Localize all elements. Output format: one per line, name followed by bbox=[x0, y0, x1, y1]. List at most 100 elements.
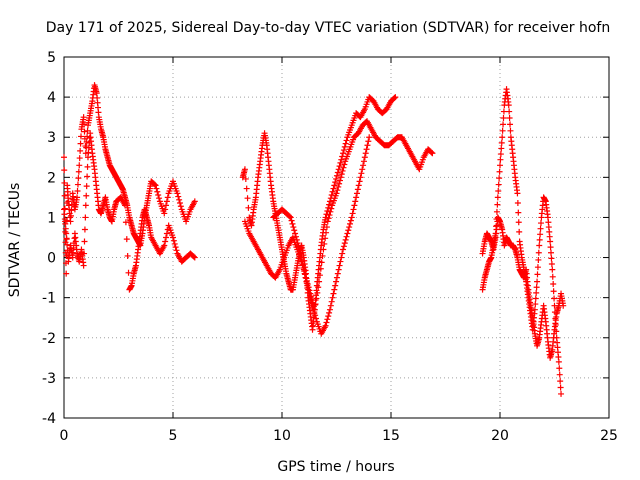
data-point-marker bbox=[304, 282, 311, 289]
data-point-marker bbox=[74, 181, 81, 188]
data-point-marker bbox=[170, 237, 177, 244]
data-point-marker bbox=[340, 246, 347, 253]
data-point-marker bbox=[312, 301, 319, 308]
y-tick-label: -2 bbox=[42, 331, 56, 347]
data-point-marker bbox=[171, 240, 178, 247]
data-point-marker bbox=[532, 295, 539, 302]
data-point-marker bbox=[549, 273, 556, 280]
data-point-marker bbox=[162, 206, 169, 213]
data-point-marker bbox=[336, 177, 343, 184]
data-point-marker bbox=[500, 114, 507, 121]
data-point-marker bbox=[292, 233, 299, 240]
data-point-marker bbox=[363, 146, 370, 153]
data-point-marker bbox=[339, 167, 346, 174]
data-point-marker bbox=[329, 294, 336, 301]
data-point-marker bbox=[152, 182, 159, 189]
y-tick-label: 4 bbox=[47, 90, 56, 106]
data-point-marker bbox=[343, 137, 350, 144]
data-point-marker bbox=[330, 185, 337, 192]
data-point-marker bbox=[317, 265, 324, 272]
data-point-marker bbox=[334, 187, 341, 194]
data-point-marker bbox=[547, 238, 554, 245]
data-point-marker bbox=[322, 235, 329, 242]
data-point-marker bbox=[174, 190, 181, 197]
data-point-marker bbox=[313, 295, 320, 302]
series-track-g bbox=[479, 214, 567, 361]
data-point-marker bbox=[303, 278, 310, 285]
data-point-marker bbox=[340, 150, 347, 157]
data-point-marker bbox=[322, 214, 329, 221]
data-point-marker bbox=[173, 247, 180, 254]
data-point-marker bbox=[68, 207, 75, 214]
data-point-marker bbox=[308, 299, 315, 306]
data-point-marker bbox=[348, 214, 355, 221]
data-point-marker bbox=[82, 150, 89, 157]
data-point-marker bbox=[299, 258, 306, 265]
data-point-marker bbox=[345, 227, 352, 234]
data-point-marker bbox=[123, 236, 130, 243]
data-point-marker bbox=[560, 302, 567, 309]
data-point-marker bbox=[556, 371, 563, 378]
data-point-marker bbox=[337, 174, 344, 181]
data-point-marker bbox=[325, 215, 332, 222]
data-point-marker bbox=[344, 230, 351, 237]
y-tick-label: -3 bbox=[42, 371, 56, 387]
data-point-marker bbox=[333, 172, 340, 179]
data-point-marker bbox=[287, 214, 294, 221]
y-tick-label: 1 bbox=[47, 210, 56, 226]
data-point-marker bbox=[534, 278, 541, 285]
x-tick-label: 20 bbox=[491, 428, 509, 444]
data-point-marker bbox=[327, 208, 334, 215]
data-point-marker bbox=[547, 244, 554, 251]
data-point-marker bbox=[341, 161, 348, 168]
data-point-marker bbox=[83, 183, 90, 190]
data-point-marker bbox=[326, 198, 333, 205]
data-point-marker bbox=[533, 284, 540, 291]
data-point-marker bbox=[535, 256, 542, 263]
data-point-marker bbox=[306, 289, 313, 296]
data-point-marker bbox=[327, 302, 334, 309]
data-point-marker bbox=[548, 260, 555, 267]
data-point-marker bbox=[392, 94, 399, 101]
data-point-marker bbox=[305, 286, 312, 293]
data-point-marker bbox=[341, 240, 348, 247]
data-point-marker bbox=[496, 168, 503, 175]
data-point-marker bbox=[314, 289, 321, 296]
data-point-marker bbox=[516, 228, 523, 235]
data-point-marker bbox=[535, 249, 542, 256]
y-tick-label: 2 bbox=[47, 170, 56, 186]
data-point-marker bbox=[292, 230, 299, 237]
data-point-marker bbox=[353, 194, 360, 201]
data-point-marker bbox=[335, 266, 342, 273]
data-point-marker bbox=[289, 220, 296, 227]
grid-lines bbox=[64, 57, 609, 418]
data-point-marker bbox=[550, 281, 557, 288]
data-point-marker bbox=[324, 208, 331, 215]
data-point-marker bbox=[340, 164, 347, 171]
data-point-marker bbox=[506, 108, 513, 115]
data-point-marker bbox=[290, 224, 297, 231]
data-point-marker bbox=[67, 218, 74, 225]
data-point-marker bbox=[155, 191, 162, 198]
data-point-marker bbox=[172, 244, 179, 251]
data-point-marker bbox=[309, 302, 316, 309]
data-point-marker bbox=[295, 243, 302, 250]
data-point-marker bbox=[81, 250, 88, 257]
data-point-marker bbox=[500, 108, 507, 115]
data-point-marker bbox=[153, 185, 160, 192]
data-point-marker bbox=[498, 145, 505, 152]
data-point-marker bbox=[336, 163, 343, 170]
data-point-marker bbox=[319, 252, 326, 259]
data-point-marker bbox=[548, 255, 555, 262]
data-point-marker bbox=[365, 138, 372, 145]
data-point-marker bbox=[347, 217, 354, 224]
data-point-marker bbox=[61, 154, 67, 161]
data-point-marker bbox=[360, 158, 367, 165]
data-point-marker bbox=[176, 196, 183, 203]
data-point-marker bbox=[84, 163, 91, 170]
data-point-marker bbox=[514, 190, 521, 197]
axis-ticks: 0 5 10 15 20 25 -4 -3 -2 -1 0 1 2 3 4 5 bbox=[42, 50, 618, 444]
data-point-marker bbox=[81, 226, 88, 233]
data-point-marker bbox=[286, 213, 293, 220]
data-point-marker bbox=[536, 236, 543, 243]
